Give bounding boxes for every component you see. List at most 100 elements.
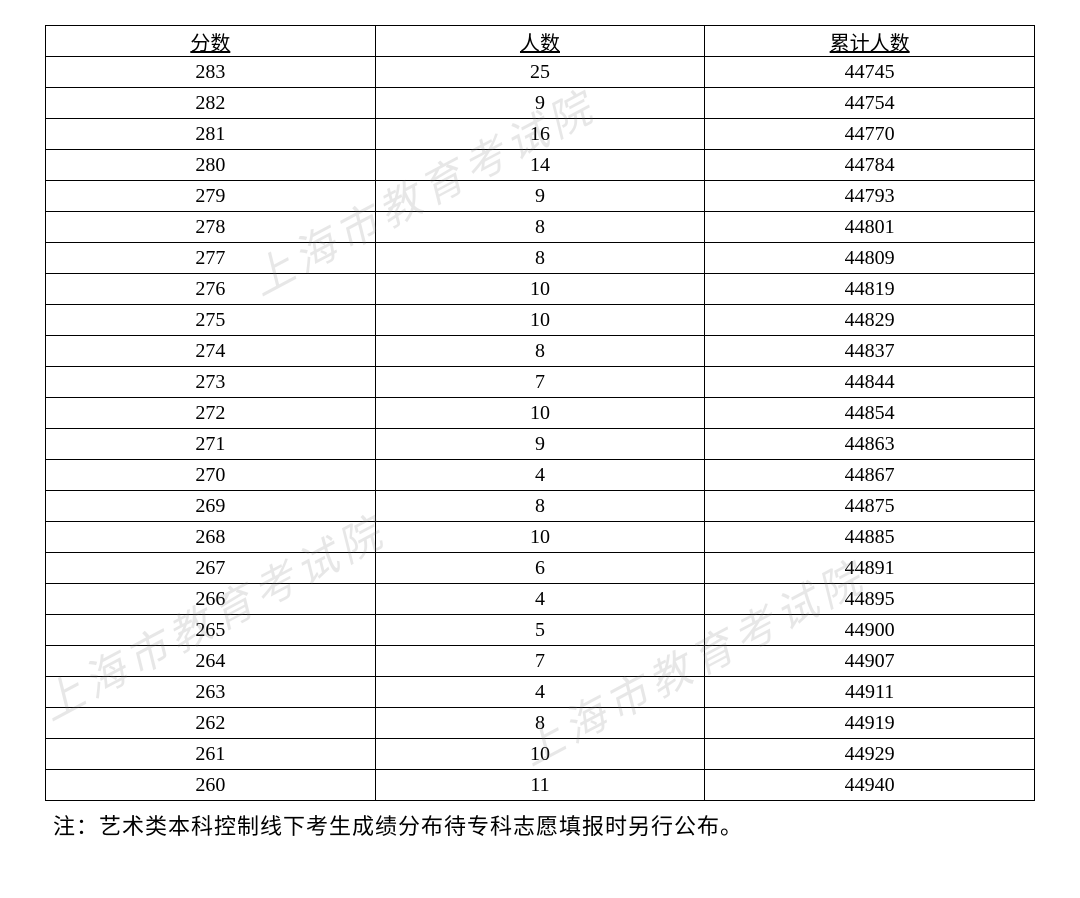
table-row: 264744907: [46, 646, 1035, 677]
table-row: 2801444784: [46, 150, 1035, 181]
table-cell: 8: [375, 491, 705, 522]
table-cell: 44745: [705, 57, 1035, 88]
table-cell: 11: [375, 770, 705, 801]
table-row: 274844837: [46, 336, 1035, 367]
table-row: 266444895: [46, 584, 1035, 615]
table-cell: 282: [46, 88, 376, 119]
table-cell: 9: [375, 429, 705, 460]
table-row: 270444867: [46, 460, 1035, 491]
table-cell: 44940: [705, 770, 1035, 801]
table-row: 267644891: [46, 553, 1035, 584]
table-cell: 44770: [705, 119, 1035, 150]
table-row: 279944793: [46, 181, 1035, 212]
table-row: 265544900: [46, 615, 1035, 646]
table-cell: 261: [46, 739, 376, 770]
table-cell: 5: [375, 615, 705, 646]
column-header-score: 分数: [46, 26, 376, 57]
table-row: 2761044819: [46, 274, 1035, 305]
column-header-cumulative: 累计人数: [705, 26, 1035, 57]
table-cell: 44754: [705, 88, 1035, 119]
table-row: 2681044885: [46, 522, 1035, 553]
table-cell: 9: [375, 181, 705, 212]
table-cell: 44919: [705, 708, 1035, 739]
table-cell: 16: [375, 119, 705, 150]
table-cell: 283: [46, 57, 376, 88]
table-cell: 262: [46, 708, 376, 739]
table-body: 2832544745282944754281164477028014447842…: [46, 57, 1035, 801]
table-row: 2751044829: [46, 305, 1035, 336]
table-cell: 4: [375, 584, 705, 615]
table-row: 282944754: [46, 88, 1035, 119]
table-cell: 44784: [705, 150, 1035, 181]
table-row: 2832544745: [46, 57, 1035, 88]
table-cell: 10: [375, 739, 705, 770]
table-row: 277844809: [46, 243, 1035, 274]
table-header-row: 分数 人数 累计人数: [46, 26, 1035, 57]
table-cell: 277: [46, 243, 376, 274]
table-row: 269844875: [46, 491, 1035, 522]
footnote-text: 注：艺术类本科控制线下考生成绩分布待专科志愿填报时另行公布。: [45, 809, 1035, 841]
table-cell: 44801: [705, 212, 1035, 243]
table-cell: 270: [46, 460, 376, 491]
score-table-container: 上海市教育考试院 上海市教育考试院 上海市教育考试院 分数 人数 累计人数 28…: [45, 25, 1035, 801]
table-cell: 44819: [705, 274, 1035, 305]
table-cell: 267: [46, 553, 376, 584]
score-distribution-table: 分数 人数 累计人数 28325447452829447542811644770…: [45, 25, 1035, 801]
table-cell: 265: [46, 615, 376, 646]
table-cell: 263: [46, 677, 376, 708]
table-cell: 8: [375, 212, 705, 243]
table-cell: 8: [375, 243, 705, 274]
table-cell: 281: [46, 119, 376, 150]
table-cell: 44900: [705, 615, 1035, 646]
table-cell: 260: [46, 770, 376, 801]
table-cell: 280: [46, 150, 376, 181]
table-cell: 7: [375, 646, 705, 677]
table-cell: 6: [375, 553, 705, 584]
table-cell: 10: [375, 305, 705, 336]
table-cell: 44844: [705, 367, 1035, 398]
column-header-count: 人数: [375, 26, 705, 57]
table-cell: 9: [375, 88, 705, 119]
table-cell: 273: [46, 367, 376, 398]
table-cell: 266: [46, 584, 376, 615]
table-cell: 44875: [705, 491, 1035, 522]
table-cell: 271: [46, 429, 376, 460]
table-row: 2611044929: [46, 739, 1035, 770]
table-cell: 8: [375, 336, 705, 367]
table-row: 278844801: [46, 212, 1035, 243]
table-cell: 4: [375, 677, 705, 708]
table-cell: 264: [46, 646, 376, 677]
table-row: 262844919: [46, 708, 1035, 739]
table-cell: 44829: [705, 305, 1035, 336]
table-cell: 269: [46, 491, 376, 522]
table-cell: 44809: [705, 243, 1035, 274]
table-cell: 44891: [705, 553, 1035, 584]
table-cell: 276: [46, 274, 376, 305]
table-row: 2601144940: [46, 770, 1035, 801]
table-cell: 44793: [705, 181, 1035, 212]
table-cell: 44837: [705, 336, 1035, 367]
table-cell: 4: [375, 460, 705, 491]
table-row: 2811644770: [46, 119, 1035, 150]
table-cell: 14: [375, 150, 705, 181]
table-cell: 10: [375, 398, 705, 429]
table-cell: 10: [375, 274, 705, 305]
table-cell: 278: [46, 212, 376, 243]
table-cell: 8: [375, 708, 705, 739]
table-cell: 44863: [705, 429, 1035, 460]
table-cell: 268: [46, 522, 376, 553]
table-cell: 44867: [705, 460, 1035, 491]
table-row: 2721044854: [46, 398, 1035, 429]
table-cell: 44854: [705, 398, 1035, 429]
table-cell: 44895: [705, 584, 1035, 615]
table-cell: 275: [46, 305, 376, 336]
table-cell: 44929: [705, 739, 1035, 770]
table-cell: 25: [375, 57, 705, 88]
table-cell: 10: [375, 522, 705, 553]
table-cell: 279: [46, 181, 376, 212]
table-cell: 272: [46, 398, 376, 429]
table-row: 263444911: [46, 677, 1035, 708]
table-cell: 44911: [705, 677, 1035, 708]
table-row: 273744844: [46, 367, 1035, 398]
table-cell: 44907: [705, 646, 1035, 677]
